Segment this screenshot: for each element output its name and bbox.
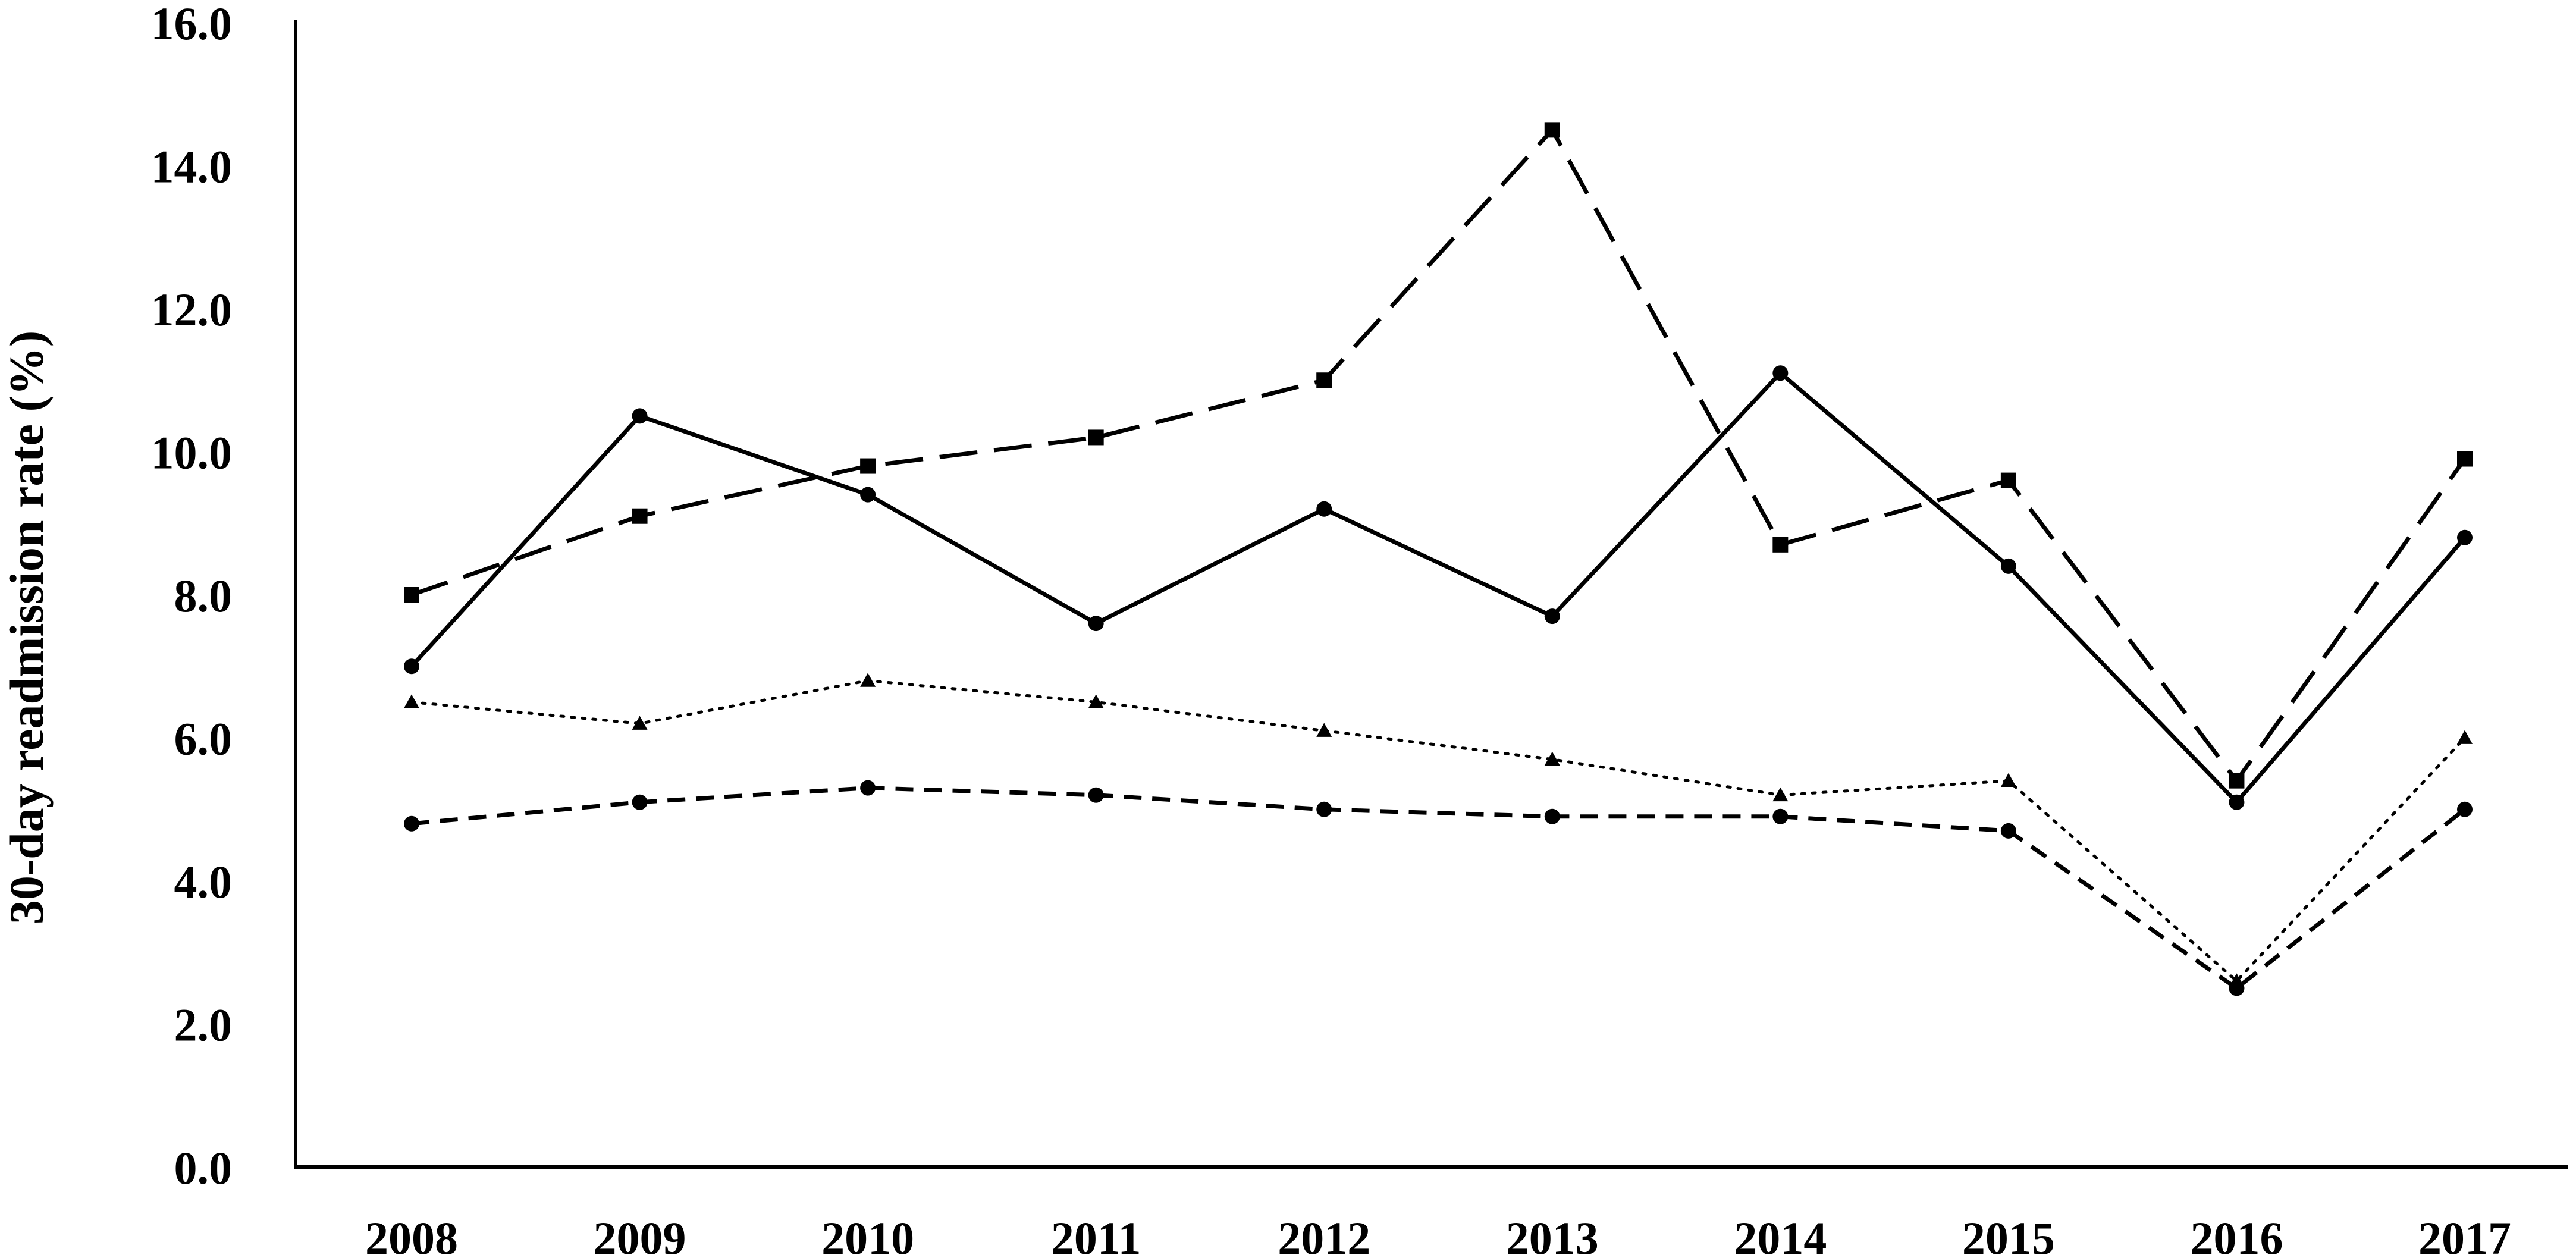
series-1-point	[860, 458, 876, 474]
y-tick-label: 12.0	[151, 284, 233, 335]
x-tick-label: 2011	[1051, 1212, 1141, 1258]
series-2-point	[2457, 529, 2473, 545]
y-axis-title: 30-day readmission rate (%)	[0, 331, 54, 924]
y-tick-label: 16.0	[151, 0, 233, 49]
series-2-point	[632, 408, 648, 424]
series-2-point	[1316, 501, 1332, 517]
series-2-point	[1544, 608, 1560, 625]
y-tick-label: 8.0	[174, 570, 233, 622]
x-tick-label: 2016	[2190, 1212, 2283, 1258]
series-4-point	[632, 794, 648, 810]
series-2-point	[860, 487, 876, 503]
x-tick-label: 2015	[1962, 1212, 2055, 1258]
series-3-point	[1088, 694, 1104, 708]
series-1-point	[1772, 537, 1789, 553]
y-tick-label: 10.0	[151, 427, 233, 479]
series-4-point	[1772, 808, 1789, 824]
series-3-point	[2457, 730, 2473, 744]
series-4-point	[860, 780, 876, 796]
y-tick-label: 0.0	[174, 1142, 233, 1194]
series-4-point	[1316, 801, 1332, 817]
series-2-point	[2000, 558, 2016, 574]
series-3-point	[404, 694, 419, 708]
series-4-point	[1088, 787, 1104, 803]
series-4-point	[404, 815, 419, 832]
series-markers	[404, 122, 2473, 996]
x-tick-label: 2017	[2418, 1212, 2511, 1258]
series-4-point	[1544, 808, 1560, 824]
series-4-point	[2000, 823, 2016, 839]
series-2-point	[404, 658, 419, 675]
x-tick-label: 2009	[594, 1212, 686, 1258]
series-1-point	[632, 508, 648, 524]
series-1-point	[2457, 451, 2473, 467]
series-2-line	[410, 371, 2467, 805]
y-tick-label: 6.0	[174, 713, 233, 765]
y-tick-label: 2.0	[174, 999, 233, 1051]
series-3-point	[1544, 751, 1560, 766]
series-3-point	[1772, 787, 1789, 802]
x-tick-label: 2013	[1506, 1212, 1599, 1258]
series-1-line	[410, 127, 2467, 783]
series-3-line	[410, 679, 2467, 983]
series-4-point	[2457, 801, 2473, 817]
series-1-point	[404, 587, 419, 603]
series-3-point	[1316, 723, 1332, 737]
series-2-point	[1772, 365, 1789, 381]
series-1-point	[1088, 429, 1104, 446]
x-tick-labels: 2008 2009 2010 2011 2012 2013 2014 2015 2016 2017	[365, 1212, 2511, 1258]
x-tick-label: 2012	[1278, 1212, 1370, 1258]
y-tick-labels: 0.0 2.0 4.0 6.0 8.0 10.0 12.0 14.0 16.0	[151, 0, 233, 1194]
series-1-point	[2229, 773, 2245, 789]
series-2-point	[2229, 794, 2245, 810]
series-lines	[410, 127, 2467, 990]
x-tick-label: 2010	[821, 1212, 914, 1258]
series-4-line	[411, 786, 2467, 990]
series-1-point	[1544, 122, 1560, 138]
axes	[294, 20, 2568, 1169]
y-tick-label: 14.0	[151, 141, 233, 193]
series-2-point	[1088, 616, 1104, 632]
series-3-point	[2000, 773, 2016, 788]
series-3-point	[860, 673, 876, 687]
series-3-point	[632, 716, 648, 730]
x-tick-label: 2014	[1734, 1212, 1827, 1258]
y-tick-label: 4.0	[174, 856, 233, 908]
series-1-point	[1316, 372, 1332, 388]
series-4-point	[2229, 980, 2245, 996]
x-tick-label: 2008	[365, 1212, 458, 1258]
series-1-point	[2000, 472, 2016, 488]
